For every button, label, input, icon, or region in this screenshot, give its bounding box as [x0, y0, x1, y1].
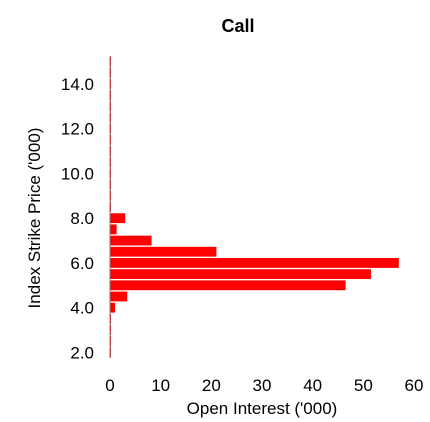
bar — [110, 146, 112, 156]
bar — [110, 269, 371, 280]
x-tick-label: 40 — [303, 376, 322, 395]
bar — [110, 291, 128, 302]
y-tick-label: 6.0 — [70, 254, 94, 273]
bar — [110, 258, 399, 268]
bar — [110, 101, 112, 112]
bar — [110, 202, 112, 212]
y-tick-label: 8.0 — [70, 209, 94, 228]
y-tick-label: 14.0 — [61, 75, 94, 94]
bar — [110, 112, 112, 123]
x-tick-label: 50 — [354, 376, 373, 395]
x-ticks-group: 0 10 20 30 40 50 60 — [105, 376, 423, 395]
y-tick-label: 4.0 — [70, 299, 94, 318]
bar — [110, 179, 112, 190]
bar — [110, 157, 112, 168]
bar — [110, 313, 112, 324]
bar — [110, 280, 346, 291]
bar — [110, 67, 112, 78]
x-tick-label: 60 — [405, 376, 424, 395]
bar — [110, 134, 112, 145]
x-tick-label: 0 — [105, 376, 114, 395]
chart-title: Call — [221, 16, 254, 36]
x-tick-label: 10 — [151, 376, 170, 395]
bar — [110, 90, 112, 101]
bar — [110, 190, 112, 201]
bar — [110, 325, 112, 335]
y-tick-label: 2.0 — [70, 343, 94, 362]
bar — [110, 213, 126, 224]
bar — [110, 79, 112, 89]
x-axis-label: Open Interest ('000) — [187, 399, 338, 418]
bar — [110, 347, 112, 358]
x-tick-label: 30 — [253, 376, 272, 395]
bar — [110, 224, 117, 235]
bar — [110, 302, 116, 313]
bars-group — [110, 56, 399, 358]
bar — [110, 246, 217, 257]
bar — [110, 235, 152, 246]
y-tick-label: 10.0 — [61, 164, 94, 183]
bar — [110, 336, 112, 347]
y-axis-label: Index Strike Price ('000) — [25, 128, 44, 309]
y-ticks-group: 2.0 4.0 6.0 8.0 10.0 12.0 14.0 — [61, 75, 94, 362]
bar — [110, 56, 112, 67]
y-tick-label: 12.0 — [61, 120, 94, 139]
x-tick-label: 20 — [202, 376, 221, 395]
bar — [110, 168, 112, 179]
bar — [110, 123, 112, 134]
